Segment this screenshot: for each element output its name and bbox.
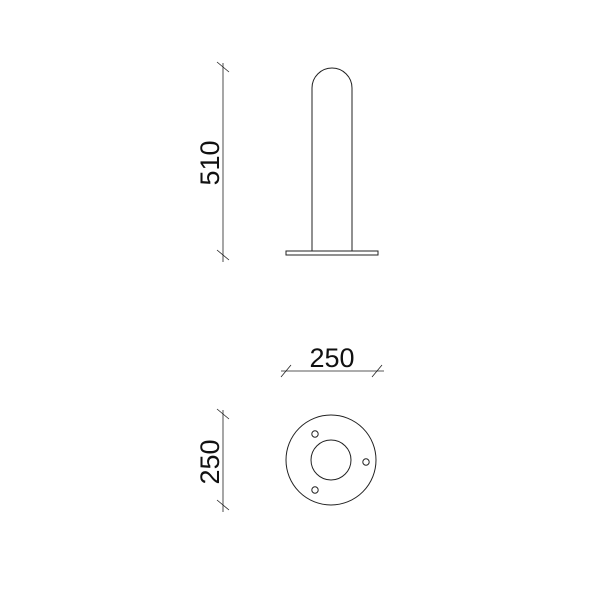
bolt-hole: [362, 458, 370, 466]
depth-tick-bottom: [216, 499, 230, 511]
bolt-hole: [311, 430, 319, 438]
width-tick-right: [371, 364, 383, 378]
base-plate: [285, 250, 379, 256]
base-plate-circle: [285, 414, 377, 506]
post-circle: [310, 439, 352, 481]
side-elevation-view: 510: [195, 61, 379, 262]
height-dimension: 510: [195, 61, 230, 262]
height-dimension-label: 510: [195, 140, 225, 185]
depth-dimension-label: 250: [195, 439, 225, 484]
depth-dimension: 250: [195, 408, 230, 512]
post-outline: [311, 67, 353, 251]
width-dimension: 250: [280, 343, 384, 378]
height-tick-top: [216, 61, 230, 73]
bolt-hole: [311, 486, 319, 494]
width-tick-left: [280, 364, 292, 378]
depth-tick-top: [216, 408, 230, 420]
top-plan-view: 250 250: [195, 343, 384, 512]
width-dimension-label: 250: [309, 343, 354, 373]
height-tick-bottom: [216, 249, 230, 261]
